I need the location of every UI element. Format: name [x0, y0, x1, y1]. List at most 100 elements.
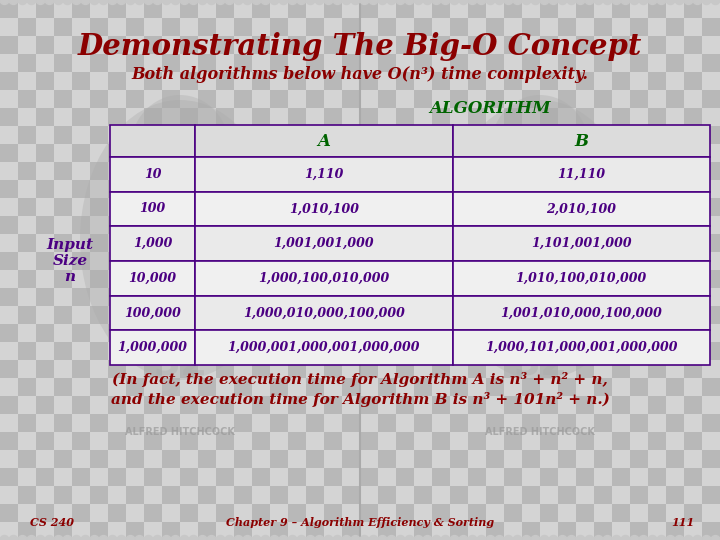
Bar [234, 162, 252, 180]
Bar [342, 180, 360, 198]
Bar [198, 288, 216, 306]
Bar [558, 270, 576, 288]
Bar [648, 90, 666, 108]
Bar [702, 180, 720, 198]
Bar [198, 90, 216, 108]
Circle shape [36, 536, 45, 540]
Circle shape [117, 0, 126, 4]
Bar [324, 468, 342, 486]
Bar [396, 396, 414, 414]
Bar [216, 270, 234, 288]
Bar [540, 378, 558, 396]
Text: ALGORITHM: ALGORITHM [429, 100, 551, 117]
Bar [432, 162, 450, 180]
Bar [252, 108, 270, 126]
Circle shape [198, 0, 207, 4]
Bar [108, 360, 126, 378]
Bar [540, 306, 558, 324]
Circle shape [81, 0, 90, 4]
Bar [324, 180, 342, 198]
Bar [180, 180, 198, 198]
Bar [54, 378, 72, 396]
Circle shape [621, 536, 630, 540]
Bar [180, 432, 198, 450]
Bar [540, 324, 558, 342]
Text: 10,000: 10,000 [128, 272, 176, 285]
Bar [558, 504, 576, 522]
Circle shape [27, 536, 36, 540]
Circle shape [639, 536, 648, 540]
Bar [252, 270, 270, 288]
Bar [90, 126, 108, 144]
Bar [342, 72, 360, 90]
Bar [288, 360, 306, 378]
Bar [432, 468, 450, 486]
Bar [576, 432, 594, 450]
Bar [0, 90, 18, 108]
Bar [414, 504, 432, 522]
Bar [288, 18, 306, 36]
Bar [360, 18, 378, 36]
Bar [522, 216, 540, 234]
Bar [504, 360, 522, 378]
Circle shape [99, 536, 108, 540]
Bar [342, 288, 360, 306]
Bar [18, 468, 36, 486]
Bar [540, 522, 558, 540]
Bar [0, 270, 18, 288]
Bar [54, 324, 72, 342]
Bar [324, 36, 342, 54]
Text: Both algorithms below have O(n³) time complexity.: Both algorithms below have O(n³) time co… [132, 66, 588, 83]
Bar [0, 324, 18, 342]
Bar [360, 306, 378, 324]
Bar [360, 450, 378, 468]
Bar [198, 360, 216, 378]
Circle shape [162, 0, 171, 4]
Bar [558, 0, 576, 18]
Bar [702, 252, 720, 270]
Bar [594, 36, 612, 54]
Bar [648, 360, 666, 378]
Bar [558, 522, 576, 540]
Bar [126, 18, 144, 36]
Circle shape [135, 536, 144, 540]
Circle shape [675, 0, 684, 4]
Bar [180, 162, 198, 180]
Bar [198, 504, 216, 522]
Bar [684, 342, 702, 360]
Bar [195, 125, 452, 157]
Bar [432, 198, 450, 216]
Bar [702, 468, 720, 486]
Bar [72, 522, 90, 540]
Bar [684, 126, 702, 144]
Bar [288, 198, 306, 216]
Bar [162, 36, 180, 54]
Bar [630, 432, 648, 450]
Bar [342, 144, 360, 162]
Bar [108, 450, 126, 468]
Bar [216, 0, 234, 18]
Bar [684, 144, 702, 162]
Bar [72, 144, 90, 162]
Bar [684, 504, 702, 522]
Bar [0, 216, 18, 234]
Bar [108, 288, 126, 306]
Bar [234, 180, 252, 198]
Bar [198, 72, 216, 90]
Bar [540, 234, 558, 252]
Bar [72, 306, 90, 324]
Circle shape [81, 536, 90, 540]
Bar [666, 396, 684, 414]
Bar [72, 270, 90, 288]
Bar [612, 378, 630, 396]
Bar [558, 90, 576, 108]
Bar [54, 126, 72, 144]
Circle shape [27, 0, 36, 4]
Bar [126, 414, 144, 432]
Bar [342, 198, 360, 216]
Bar [18, 288, 36, 306]
Bar [252, 396, 270, 414]
Bar [648, 468, 666, 486]
Bar [702, 36, 720, 54]
Bar [252, 378, 270, 396]
